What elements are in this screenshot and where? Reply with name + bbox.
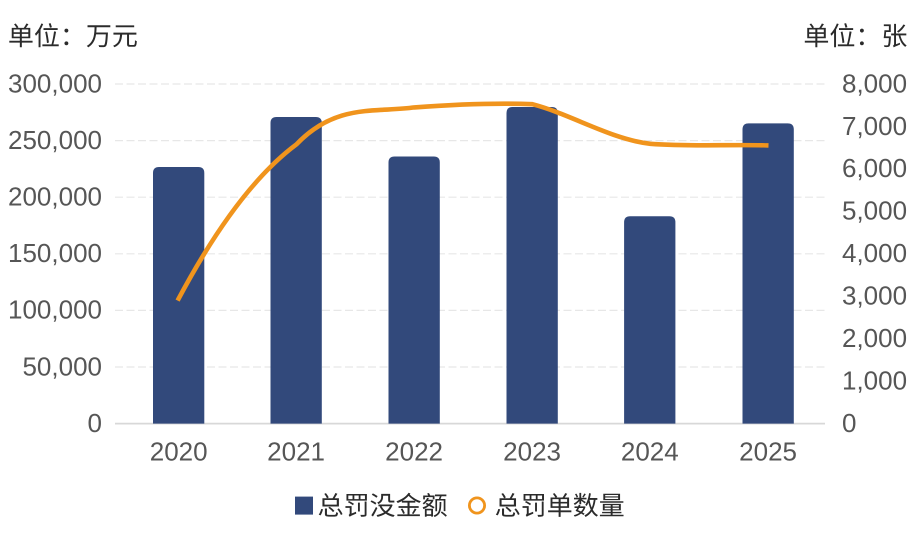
svg-text:2022: 2022: [385, 437, 443, 467]
svg-text:2021: 2021: [267, 437, 325, 467]
svg-text:2024: 2024: [621, 437, 679, 467]
svg-text:2023: 2023: [503, 437, 561, 467]
svg-text:3,000: 3,000: [842, 281, 907, 311]
svg-text:2025: 2025: [739, 437, 797, 467]
svg-text:0: 0: [88, 408, 102, 438]
svg-text:5,000: 5,000: [842, 196, 907, 226]
svg-text:300,000: 300,000: [8, 68, 102, 98]
svg-text:1,000: 1,000: [842, 366, 907, 396]
svg-text:100,000: 100,000: [8, 295, 102, 325]
svg-text:0: 0: [842, 408, 856, 438]
svg-text:200,000: 200,000: [8, 182, 102, 212]
svg-text:50,000: 50,000: [22, 351, 102, 381]
svg-text:7,000: 7,000: [842, 111, 907, 141]
svg-text:250,000: 250,000: [8, 125, 102, 155]
svg-text:2020: 2020: [150, 437, 208, 467]
svg-text:4,000: 4,000: [842, 238, 907, 268]
svg-text:6,000: 6,000: [842, 153, 907, 183]
svg-text:150,000: 150,000: [8, 238, 102, 268]
svg-text:8,000: 8,000: [842, 68, 907, 98]
svg-text:2,000: 2,000: [842, 323, 907, 353]
